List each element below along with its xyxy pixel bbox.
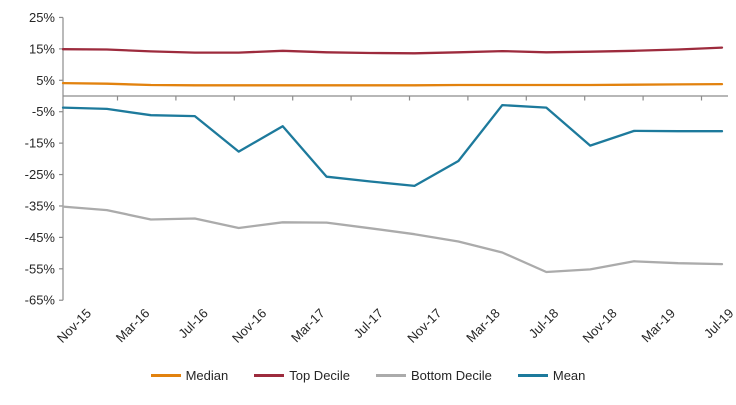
legend-label-top-decile: Top Decile: [289, 368, 350, 383]
x-tick-label: Mar-17: [288, 306, 328, 346]
chart-legend: Median Top Decile Bottom Decile Mean: [0, 368, 736, 383]
x-tick-label: Mar-16: [113, 306, 153, 346]
x-tick-label: Jul-17: [350, 306, 386, 342]
y-tick-label: -45%: [25, 230, 56, 245]
x-tick-label: Jul-19: [701, 306, 736, 342]
legend-item-top-decile: Top Decile: [254, 368, 350, 383]
series-line-top-decile: [61, 46, 724, 55]
legend-swatch-bottom-decile: [375, 374, 406, 377]
x-tick-label: Jul-18: [526, 306, 562, 342]
legend-item-bottom-decile: Bottom Decile: [375, 368, 492, 383]
y-tick-label: -15%: [25, 136, 56, 151]
series-line-bottom-decile: [61, 205, 724, 274]
legend-label-median: Median: [185, 368, 229, 383]
x-tick-label: Mar-19: [638, 306, 678, 346]
x-tick-label: Nov-16: [229, 306, 269, 346]
legend-item-median: Median: [150, 368, 229, 383]
series-line-mean: [61, 103, 724, 188]
x-tick-label: Jul-16: [175, 306, 211, 342]
y-tick-label: 25%: [29, 10, 55, 25]
legend-label-bottom-decile: Bottom Decile: [410, 368, 492, 383]
line-chart-canvas: 25%15%5%-5%-15%-25%-35%-45%-55%-65%Nov-1…: [25, 10, 736, 346]
series-line-median: [61, 81, 724, 87]
x-tick-label: Nov-17: [404, 306, 444, 346]
x-tick-label: Mar-18: [463, 306, 503, 346]
legend-label-mean: Mean: [552, 368, 586, 383]
y-tick-label: 5%: [36, 73, 55, 88]
x-tick-label: Nov-18: [579, 306, 619, 346]
y-tick-label: 15%: [29, 41, 55, 56]
y-tick-label: -65%: [25, 293, 56, 308]
y-tick-label: -5%: [32, 104, 56, 119]
legend-swatch-median: [150, 374, 181, 377]
y-tick-label: -55%: [25, 261, 56, 276]
x-tick-label: Nov-15: [54, 306, 94, 346]
y-tick-label: -25%: [25, 167, 56, 182]
legend-swatch-top-decile: [254, 374, 285, 377]
legend-item-mean: Mean: [517, 368, 586, 383]
y-tick-label: -35%: [25, 198, 56, 213]
legend-swatch-mean: [517, 374, 548, 377]
